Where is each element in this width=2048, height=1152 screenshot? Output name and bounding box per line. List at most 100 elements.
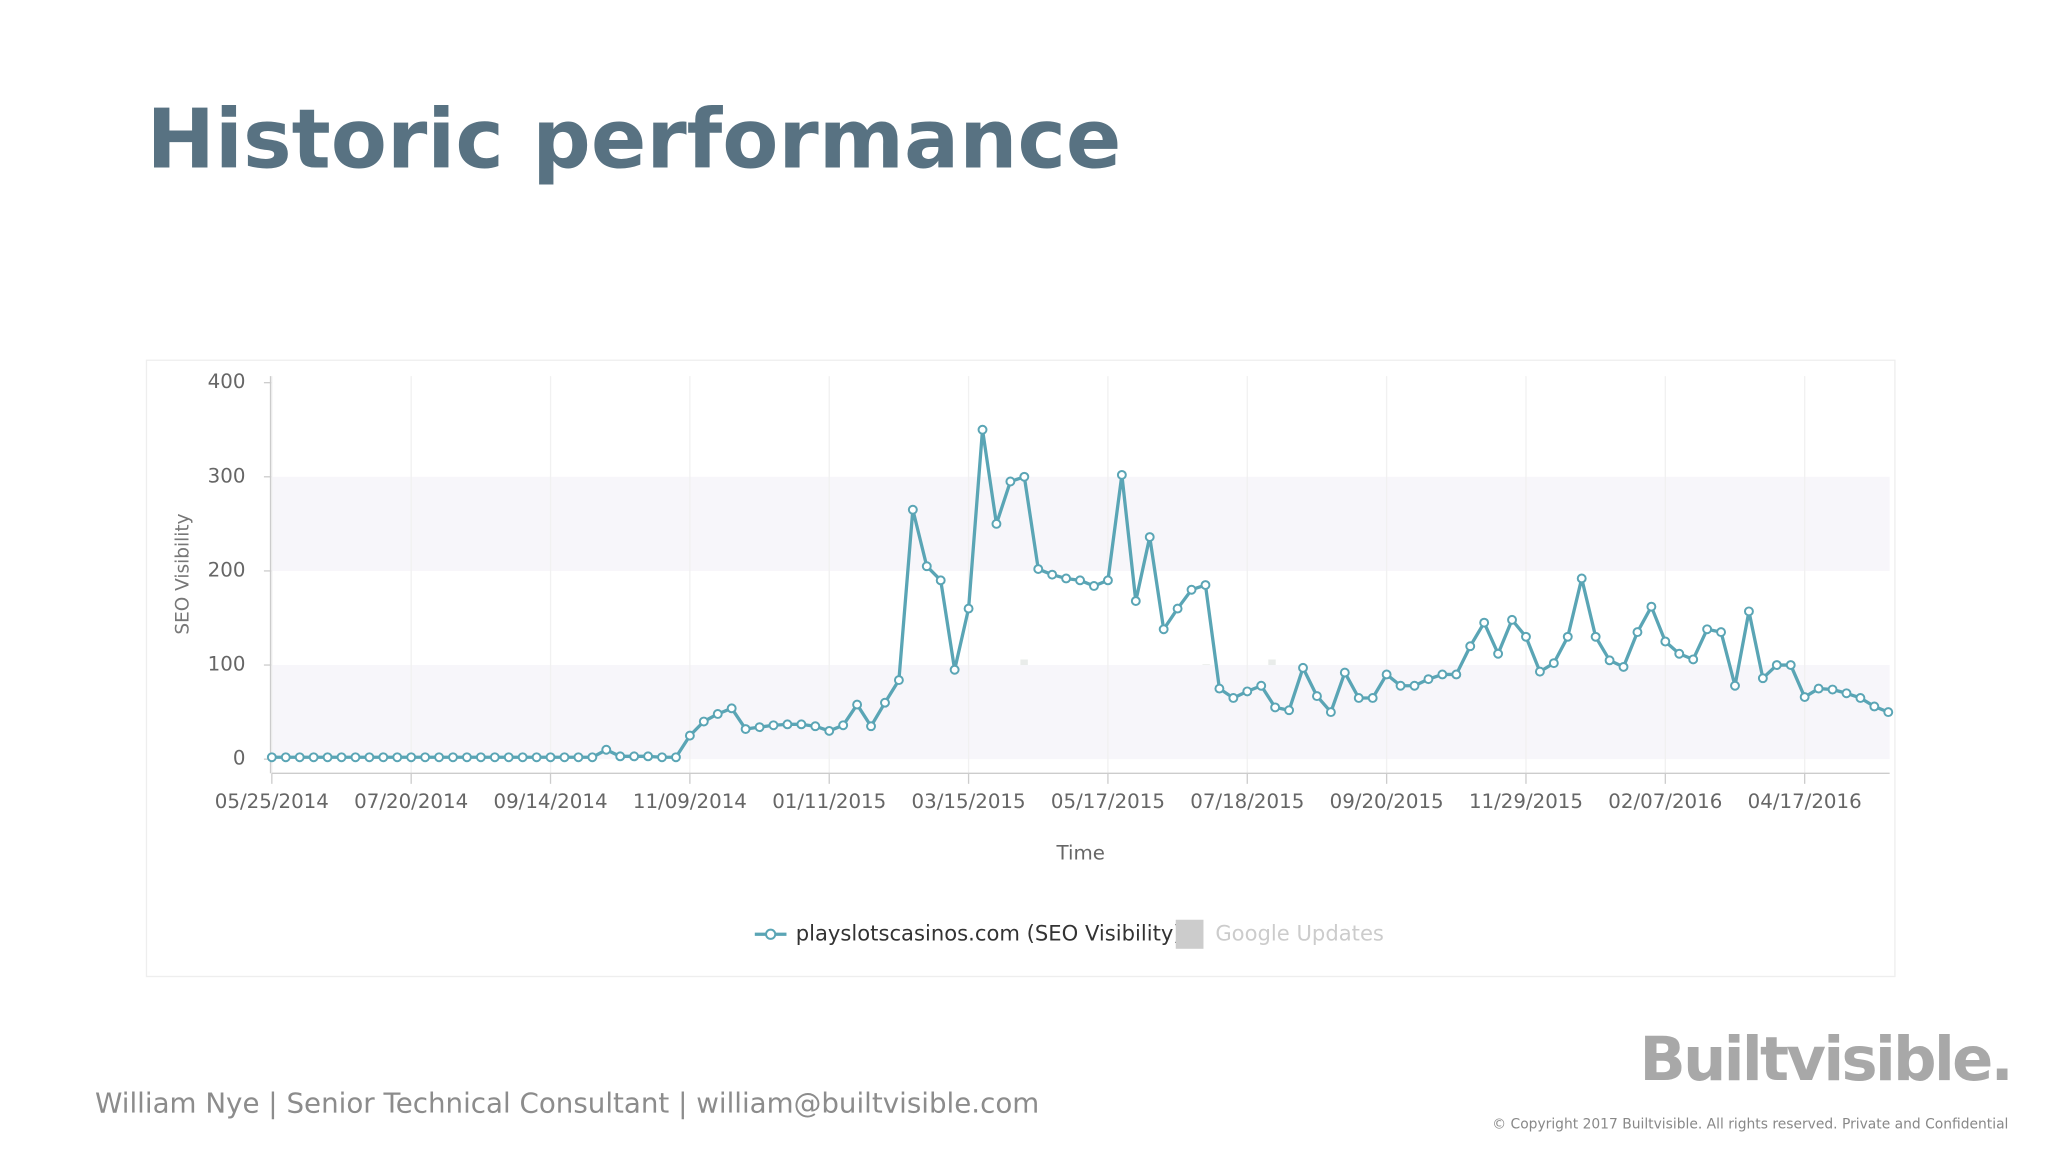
marker	[1158, 624, 1169, 635]
marker	[1047, 569, 1058, 580]
marker	[1869, 701, 1880, 712]
marker	[1883, 707, 1894, 718]
y-tick-label: 300	[208, 464, 246, 487]
marker	[1521, 631, 1531, 642]
marker	[1451, 669, 1462, 680]
marker	[392, 752, 403, 763]
marker	[1618, 661, 1629, 672]
marker	[1590, 631, 1601, 642]
marker	[1493, 648, 1504, 659]
y-tick-label: 400	[208, 370, 246, 393]
marker	[740, 724, 751, 734]
marker	[475, 752, 486, 763]
marker	[754, 722, 765, 733]
marker	[1367, 693, 1378, 703]
marker	[1604, 655, 1615, 666]
x-tick-label: 07/18/2015	[1190, 790, 1304, 813]
marker	[531, 752, 542, 763]
marker	[489, 752, 500, 763]
marker	[336, 752, 347, 763]
marker	[420, 752, 431, 763]
marker	[1841, 688, 1852, 699]
marker	[378, 752, 389, 763]
marker	[1061, 573, 1072, 584]
y-axis-title: SEO Visibility	[172, 513, 193, 634]
marker	[406, 752, 417, 763]
x-tick-label: 02/07/2016	[1608, 790, 1722, 813]
plot-band	[271, 665, 1890, 760]
marker	[991, 518, 1002, 529]
marker	[1172, 603, 1183, 614]
x-tick-label: 05/17/2015	[1051, 790, 1165, 813]
marker	[1507, 614, 1517, 625]
marker	[448, 752, 458, 763]
marker	[1033, 564, 1044, 574]
marker	[629, 751, 640, 762]
marker	[1005, 476, 1016, 487]
logo: Builtvisible.	[1640, 1025, 2012, 1095]
marker	[1200, 580, 1211, 590]
marker	[1799, 692, 1810, 702]
marker	[1423, 674, 1434, 685]
marker	[977, 424, 988, 435]
footer-text: William Nye | Senior Technical Consultan…	[95, 1086, 1039, 1119]
plot-band	[271, 476, 1890, 571]
marker	[1409, 680, 1420, 691]
chart: searchmetrics010020030040005/25/201407/2…	[172, 370, 1894, 949]
marker	[308, 752, 319, 763]
marker	[615, 751, 626, 762]
copyright: © Copyright 2017 Builtvisible. All right…	[1492, 1116, 2008, 1132]
marker	[684, 730, 695, 741]
marker	[587, 752, 598, 763]
marker	[824, 725, 835, 736]
marker	[670, 752, 681, 763]
marker	[1116, 469, 1127, 480]
legend-marker	[765, 928, 777, 940]
marker	[796, 719, 807, 730]
marker	[1646, 601, 1657, 612]
marker	[1757, 673, 1768, 684]
marker	[1716, 627, 1727, 638]
marker	[559, 752, 570, 763]
marker	[1298, 662, 1308, 673]
marker	[1144, 532, 1155, 542]
marker	[1284, 705, 1295, 716]
x-tick-label: 03/15/2015	[912, 790, 1026, 813]
marker	[350, 752, 361, 763]
marker	[1465, 641, 1476, 652]
marker	[921, 561, 932, 572]
marker	[935, 575, 946, 586]
marker	[1855, 693, 1866, 703]
marker	[1353, 693, 1364, 703]
marker	[1576, 573, 1587, 584]
marker	[294, 752, 305, 763]
marker	[963, 603, 974, 614]
marker	[1130, 596, 1141, 606]
x-tick-label: 04/17/2016	[1748, 790, 1862, 813]
marker	[893, 675, 904, 686]
marker	[1381, 669, 1392, 680]
y-tick-label: 200	[208, 558, 246, 581]
marker	[1688, 654, 1699, 665]
marker	[1242, 686, 1253, 697]
x-tick-label: 09/14/2014	[494, 790, 608, 813]
marker	[545, 752, 556, 763]
marker	[1660, 636, 1671, 647]
marker	[1771, 660, 1782, 670]
marker	[364, 752, 375, 763]
legend-label: Google Updates	[1215, 920, 1384, 945]
marker	[1395, 680, 1406, 691]
marker	[880, 697, 890, 708]
marker	[643, 751, 654, 762]
x-tick-label: 09/20/2015	[1330, 790, 1444, 813]
marker	[1186, 584, 1197, 595]
slide-title: Historic performance	[146, 93, 1121, 188]
marker	[1534, 666, 1545, 677]
marker	[1311, 691, 1322, 702]
marker	[280, 752, 291, 763]
marker	[907, 504, 918, 515]
x-tick-label: 05/25/2014	[215, 790, 329, 813]
x-tick-label: 11/09/2014	[633, 790, 747, 813]
marker	[1256, 680, 1267, 691]
